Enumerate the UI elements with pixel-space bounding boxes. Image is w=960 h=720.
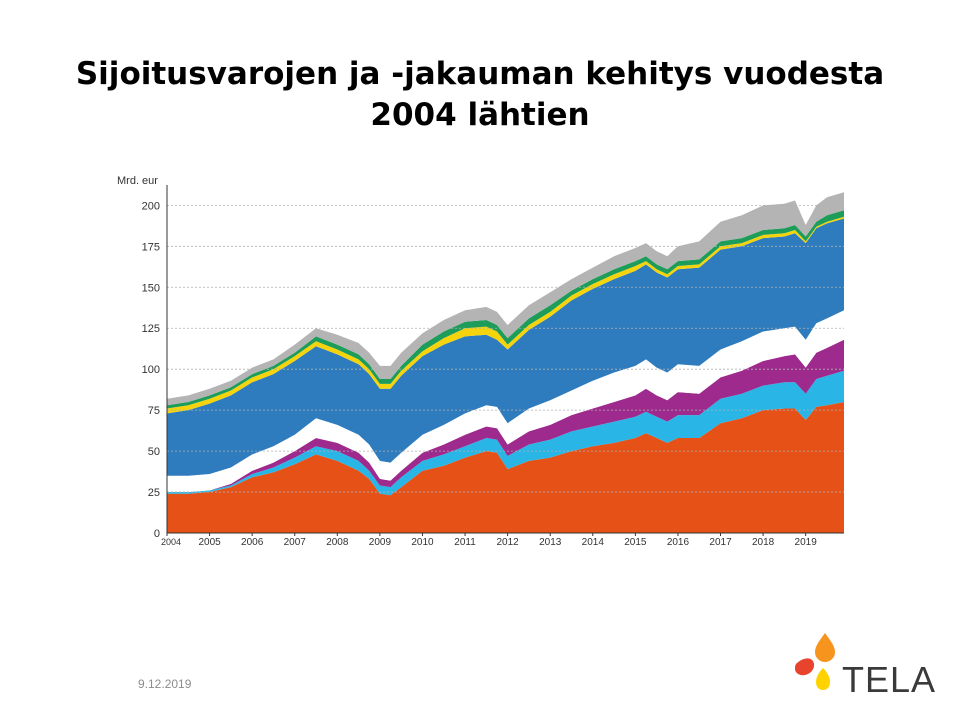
y-tick-label: 200 — [142, 200, 160, 212]
x-tick-label: 2005 — [198, 537, 221, 548]
slide-title-line-2: 2004 lähtien — [370, 97, 590, 133]
stacked-area-chart: 0 25 50 75 100 125 150 175 200 2004 2005 2006 2007 20… — [117, 175, 844, 548]
y-tick-label: 75 — [148, 405, 160, 417]
y-tick-label: 175 — [142, 241, 160, 253]
tela-logo — [795, 633, 835, 690]
y-tick-label: 125 — [142, 323, 160, 335]
x-tick-label: 2012 — [497, 537, 520, 548]
x-tick-label: 2019 — [795, 537, 818, 548]
x-tick-label: 2017 — [709, 537, 732, 548]
x-tick-label: 2011 — [454, 537, 476, 548]
y-axis-unit-label: Mrd. eur — [117, 175, 158, 187]
y-tick-label: 0 — [154, 528, 160, 540]
plot-area — [167, 192, 844, 533]
gridlines — [167, 204, 844, 493]
y-tick-label: 25 — [148, 487, 160, 499]
area-series-1 — [167, 402, 844, 533]
x-tick-label: 2007 — [284, 537, 307, 548]
x-tick-label: 2018 — [752, 537, 775, 548]
area-series-5 — [167, 218, 844, 476]
slide-title: Sijoitusvarojen ja -jakauman kehitys vuo… — [60, 54, 900, 136]
logo-drop-orange-icon — [815, 633, 835, 662]
logo-drop-red-icon — [795, 658, 815, 676]
axes: 0 25 50 75 100 125 150 175 200 2004 2005 2006 2007 20… — [142, 185, 844, 548]
slide-title-line-1: Sijoitusvarojen ja -jakauman kehitys vuo… — [75, 56, 885, 92]
x-tick-label: 2004 — [161, 537, 181, 547]
area-series-6 — [167, 216, 844, 414]
area-series-4 — [167, 310, 844, 492]
y-tick-label: 50 — [148, 446, 160, 458]
x-tick-label: 2016 — [667, 537, 690, 548]
x-tick-label: 2010 — [411, 537, 434, 548]
y-tick-label: 150 — [142, 282, 160, 294]
x-tick-label: 2008 — [326, 537, 349, 548]
x-tick-label: 2006 — [241, 537, 264, 548]
area-series-8 — [167, 192, 844, 406]
y-tick-label: 100 — [142, 364, 160, 376]
x-tick-label: 2013 — [539, 537, 562, 548]
logo-drop-yellow-icon — [816, 668, 830, 690]
footer-date: 9.12.2019 — [138, 677, 192, 691]
x-tick-label: 2014 — [582, 537, 605, 548]
area-series-7 — [167, 210, 844, 409]
logo-text: TELA — [842, 659, 937, 700]
x-tick-label: 2009 — [369, 537, 392, 548]
x-tick-label: 2015 — [624, 537, 647, 548]
